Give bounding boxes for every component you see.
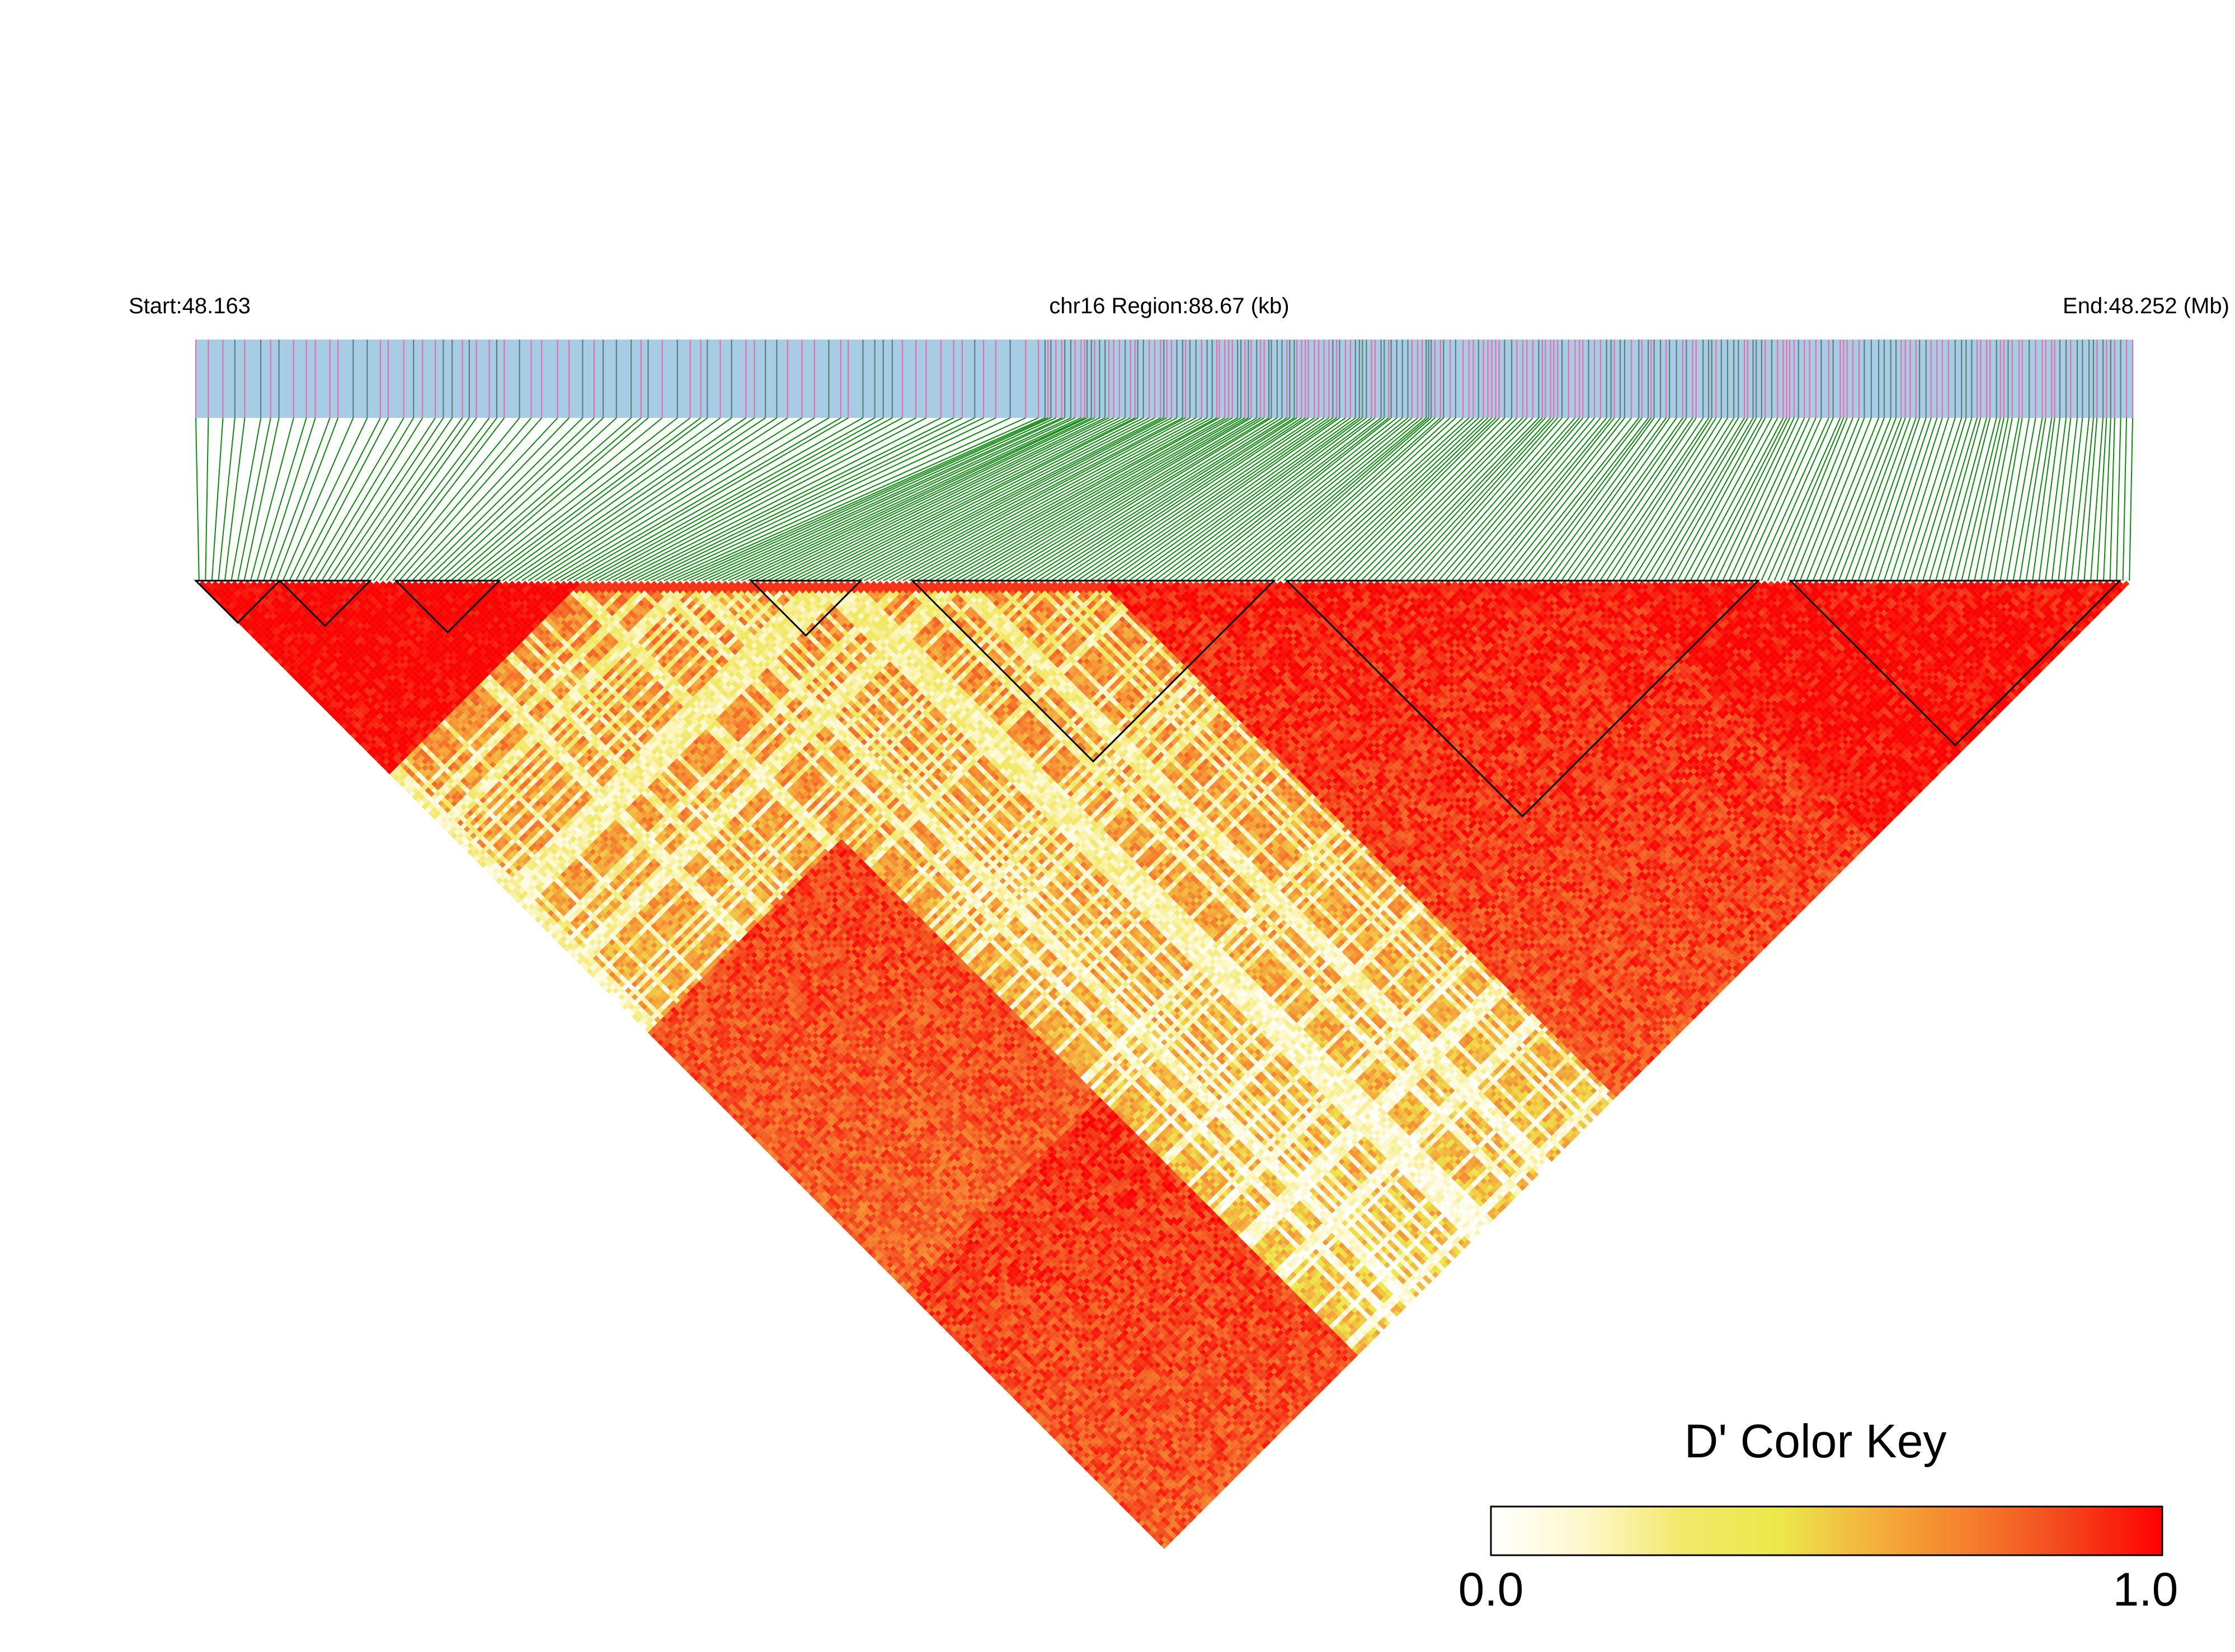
snp-connector-line	[1497, 418, 1625, 581]
snp-connector-line	[431, 418, 603, 581]
snp-connector-line	[196, 418, 199, 581]
snp-connector-line	[1613, 418, 1716, 581]
snp-connector-line	[948, 418, 1238, 581]
snp-connector-line	[644, 418, 984, 581]
snp-connector-line	[393, 418, 531, 581]
snp-connector-line	[283, 418, 354, 581]
snp-connector-line	[1806, 418, 1871, 581]
snp-connector-line	[1219, 418, 1418, 581]
region-start-label: Start:48.163	[129, 294, 251, 318]
snp-connector-line	[438, 418, 617, 581]
snp-connector-line	[225, 418, 245, 581]
snp-connector-line	[2129, 418, 2133, 581]
snp-connector-line	[2026, 418, 2052, 581]
snp-connector-line	[1245, 418, 1431, 581]
snp-connector-line	[2091, 418, 2103, 581]
snp-connector-line	[787, 418, 1119, 581]
snp-connector-line	[2123, 418, 2126, 581]
ld-triangle-heatmap	[196, 581, 2129, 1549]
snp-connector-line	[1452, 418, 1589, 581]
snp-connector-line	[2116, 418, 2120, 581]
snp-position-track	[196, 340, 2133, 418]
snp-connector-line	[1832, 418, 1896, 581]
snp-connector-line	[257, 418, 307, 581]
snp-connector-line	[1632, 418, 1734, 581]
snp-connector-line	[1955, 418, 1997, 581]
snp-connector-line	[1961, 418, 2000, 581]
snp-connector-line	[1781, 418, 1847, 581]
snp-connector-line	[302, 418, 388, 581]
snp-connector-line	[251, 418, 294, 581]
snp-connector-line	[354, 418, 469, 581]
snp-connector-line	[231, 418, 261, 581]
snp-connector-line	[2045, 418, 2066, 581]
snp-connector-line	[1316, 418, 1488, 581]
snp-connector-line	[464, 418, 662, 581]
snp-connector-line	[741, 418, 1087, 581]
snp-connector-line	[1387, 418, 1542, 581]
snp-connector-line	[1929, 418, 1977, 581]
snp-connector-line	[270, 418, 330, 581]
snp-connector-line	[1755, 418, 1829, 581]
snp-connector-line	[322, 418, 422, 581]
snp-connector-line	[386, 418, 519, 581]
snp-connector-line	[296, 418, 380, 581]
snp-connector-line	[1645, 418, 1744, 581]
snp-connector-line	[2032, 418, 2055, 581]
snp-connector-lines	[196, 418, 2133, 581]
snp-connector-line	[1858, 418, 1916, 581]
snp-connector-line	[238, 418, 271, 581]
snp-connector-line	[205, 418, 208, 581]
snp-connector-line	[1949, 418, 1990, 581]
snp-connector-line	[586, 418, 883, 581]
snp-connector-line	[360, 418, 476, 581]
snp-connector-line	[793, 418, 1125, 581]
snp-connector-line	[328, 418, 436, 581]
snp-connector-line	[244, 418, 279, 581]
region-end-label: End:48.252 (Mb)	[2063, 294, 2229, 318]
region-title-label: chr16 Region:88.67 (kb)	[1049, 294, 1289, 318]
snp-connector-line	[2007, 418, 2036, 581]
snp-connector-line	[871, 418, 1183, 581]
snp-connector-line	[2110, 418, 2115, 581]
